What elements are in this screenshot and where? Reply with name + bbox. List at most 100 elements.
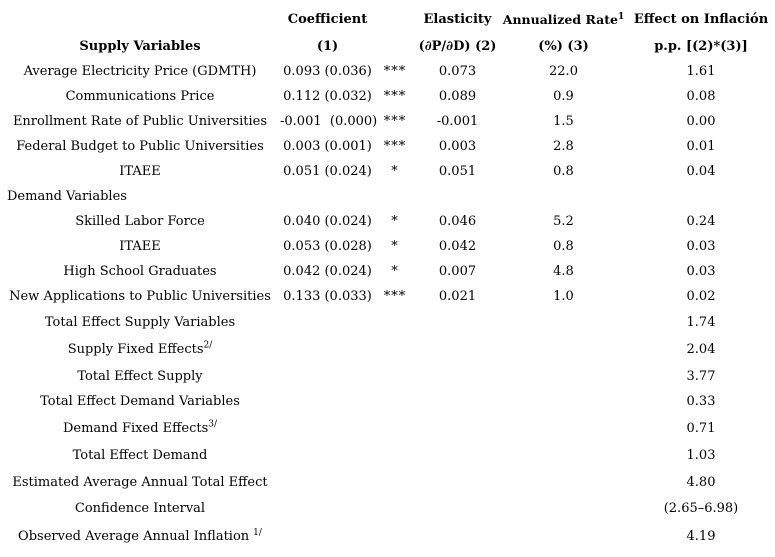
elasticity-cell bbox=[415, 310, 500, 336]
rate-cell: 1.5 bbox=[500, 110, 627, 135]
effect-header: Effect on Inflación bbox=[627, 0, 775, 34]
effect-value: 0.71 bbox=[686, 420, 716, 436]
variable-label: Total Effect Supply bbox=[77, 368, 203, 384]
effect-cell: 0.02 bbox=[627, 285, 775, 310]
significance-cell: *** bbox=[375, 85, 415, 110]
rate-value: 0.9 bbox=[553, 89, 574, 105]
effect-value: 0.08 bbox=[686, 89, 716, 105]
coefficient-subheader: (1) bbox=[280, 34, 375, 60]
significance-header-spacer bbox=[375, 0, 415, 34]
rate-cell bbox=[500, 364, 627, 390]
rate-value: 22.0 bbox=[549, 64, 578, 80]
effect-cell: 1.03 bbox=[627, 443, 775, 469]
rate-cell bbox=[500, 310, 627, 336]
effect-value: 1.74 bbox=[686, 314, 716, 330]
table-row: ITAEE 0.053 (0.028) * 0.042 0.8 0.03 bbox=[0, 235, 775, 260]
table-header: Coefficient Elasticity Annualized Rate1 … bbox=[0, 0, 775, 60]
header-row-2: Supply Variables (1) (∂P/∂D) (2) (%) (3)… bbox=[0, 34, 775, 60]
supply-variables-header: Supply Variables bbox=[0, 34, 280, 60]
effect-cell: 0.01 bbox=[627, 135, 775, 160]
footnote-marker: 1 bbox=[617, 11, 625, 22]
effect-cell: 2.04 bbox=[627, 336, 775, 364]
coefficient-cell bbox=[280, 185, 375, 210]
elasticity-value: 0.003 bbox=[438, 139, 477, 155]
variable-header-spacer bbox=[0, 0, 280, 34]
coefficient-cell bbox=[280, 497, 375, 522]
variable-label: Federal Budget to Public Universities bbox=[16, 139, 264, 155]
coefficient-cell: 0.112 (0.032) bbox=[280, 85, 375, 110]
significance-stars: *** bbox=[383, 289, 407, 305]
significance-cell bbox=[375, 522, 415, 552]
effect-value: 0.33 bbox=[686, 394, 716, 410]
elasticity-cell bbox=[415, 443, 500, 469]
elasticity-cell: 0.003 bbox=[415, 135, 500, 160]
elasticity-cell bbox=[415, 336, 500, 364]
table-row-summary: Supply Fixed Effects2/ 2.04 bbox=[0, 336, 775, 364]
elasticity-cell bbox=[415, 415, 500, 443]
variable-label: New Applications to Public Universities bbox=[9, 289, 271, 305]
variable-label: Total Effect Demand bbox=[72, 447, 208, 463]
significance-stars: * bbox=[391, 239, 399, 255]
rate-cell bbox=[500, 497, 627, 522]
elasticity-value: 0.021 bbox=[438, 289, 477, 305]
variable-cell: Communications Price bbox=[0, 85, 280, 110]
annualized-rate-header: Annualized Rate1 bbox=[500, 0, 627, 34]
table-row: New Applications to Public Universities … bbox=[0, 285, 775, 310]
footnote-marker: 1/ bbox=[253, 527, 262, 538]
coefficient-value: 0.003 (0.001) bbox=[283, 139, 372, 155]
effect-value: 0.03 bbox=[686, 264, 716, 280]
variable-cell: Skilled Labor Force bbox=[0, 210, 280, 235]
elasticity-value: 0.042 bbox=[438, 239, 477, 255]
elasticity-cell: 0.089 bbox=[415, 85, 500, 110]
coefficient-cell bbox=[280, 364, 375, 390]
coefficient-header-label: Coefficient bbox=[287, 11, 368, 27]
coefficient-subheader-label: (1) bbox=[316, 38, 339, 54]
coefficient-value: 0.133 (0.033) bbox=[283, 289, 372, 305]
significance-stars: * bbox=[391, 214, 399, 230]
significance-cell bbox=[375, 364, 415, 390]
effect-cell: 1.61 bbox=[627, 60, 775, 85]
effect-cell: 0.08 bbox=[627, 85, 775, 110]
elasticity-cell: 0.042 bbox=[415, 235, 500, 260]
significance-cell bbox=[375, 390, 415, 415]
coefficient-cell bbox=[280, 522, 375, 552]
variable-label: Average Electricity Price (GDMTH) bbox=[23, 64, 257, 80]
footnote-marker: 3/ bbox=[208, 419, 218, 430]
table-row-summary: Confidence Interval (2.65–6.98) bbox=[0, 497, 775, 522]
effect-value: 1.61 bbox=[686, 64, 716, 80]
variable-label: ITAEE bbox=[119, 164, 161, 180]
significance-cell: * bbox=[375, 210, 415, 235]
variable-label: Enrollment Rate of Public Universities bbox=[12, 114, 268, 130]
table-row-summary: Estimated Average Annual Total Effect 4.… bbox=[0, 469, 775, 497]
coefficient-value: 0.053 (0.028) bbox=[283, 239, 372, 255]
variable-cell: Supply Fixed Effects2/ bbox=[0, 336, 280, 364]
table-row-summary: Total Effect Demand 1.03 bbox=[0, 443, 775, 469]
effect-cell: 4.19 bbox=[627, 522, 775, 552]
table-row-summary: Demand Fixed Effects3/ 0.71 bbox=[0, 415, 775, 443]
significance-cell: *** bbox=[375, 135, 415, 160]
effect-value: 0.02 bbox=[686, 289, 716, 305]
rate-cell: 22.0 bbox=[500, 60, 627, 85]
variable-label: Communications Price bbox=[65, 89, 215, 105]
variable-cell: Enrollment Rate of Public Universities bbox=[0, 110, 280, 135]
coefficient-value: 0.040 (0.024) bbox=[283, 214, 372, 230]
table-row: Enrollment Rate of Public Universities -… bbox=[0, 110, 775, 135]
table-row: Average Electricity Price (GDMTH) 0.093 … bbox=[0, 60, 775, 85]
significance-cell bbox=[375, 443, 415, 469]
table-row: Communications Price 0.112 (0.032) *** 0… bbox=[0, 85, 775, 110]
significance-cell: * bbox=[375, 260, 415, 285]
annualized-rate-subheader: (%) (3) bbox=[500, 34, 627, 60]
section-label-cell: Demand Variables bbox=[0, 185, 280, 210]
coefficient-cell: 0.003 (0.001) bbox=[280, 135, 375, 160]
significance-cell: *** bbox=[375, 285, 415, 310]
elasticity-value: -0.001 bbox=[436, 114, 479, 130]
coefficient-cell bbox=[280, 469, 375, 497]
table-row: Skilled Labor Force 0.040 (0.024) * 0.04… bbox=[0, 210, 775, 235]
section-label: Demand Variables bbox=[7, 189, 127, 205]
rate-cell bbox=[500, 522, 627, 552]
effect-cell: 0.33 bbox=[627, 390, 775, 415]
footnote-marker: 2/ bbox=[203, 340, 213, 351]
rate-cell: 0.9 bbox=[500, 85, 627, 110]
rate-cell: 4.8 bbox=[500, 260, 627, 285]
coefficient-value: 0.051 (0.024) bbox=[283, 164, 372, 180]
